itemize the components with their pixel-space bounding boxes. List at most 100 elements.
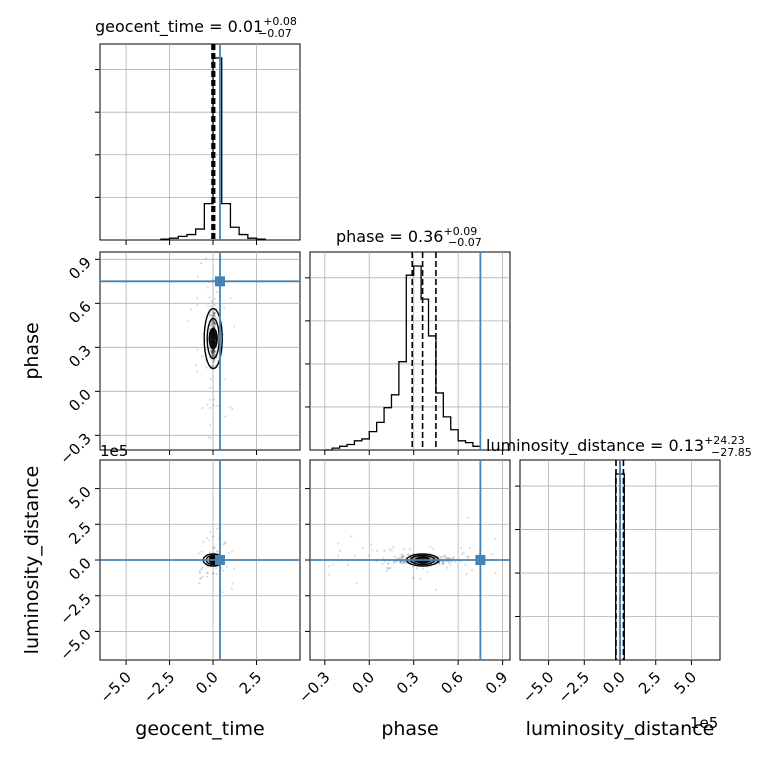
- sample-point: [206, 286, 209, 289]
- sample-point: [212, 359, 215, 362]
- sample-point: [392, 546, 395, 549]
- sample-point: [211, 350, 214, 353]
- sample-point: [211, 323, 214, 326]
- sample-point: [210, 349, 213, 353]
- sample-point: [196, 297, 199, 300]
- sample-point: [212, 572, 215, 575]
- sample-point: [213, 322, 217, 325]
- sample-point: [402, 560, 405, 564]
- sample-point: [205, 304, 208, 307]
- sample-point: [210, 349, 213, 352]
- sample-point: [208, 296, 211, 299]
- sample-point: [213, 320, 216, 323]
- sample-point: [213, 398, 216, 401]
- title-luminosity-distance-sub: −27.85: [711, 446, 752, 459]
- sample-point: [212, 360, 215, 363]
- sample-point: [327, 565, 331, 568]
- sample-point: [212, 323, 216, 326]
- sample-point: [454, 560, 457, 563]
- sample-point: [213, 313, 216, 316]
- sample-point: [449, 563, 452, 566]
- sample-point: [216, 549, 219, 553]
- sample-point: [214, 353, 217, 356]
- sample-point: [229, 297, 232, 300]
- sample-point: [198, 570, 201, 573]
- sample-point: [208, 551, 211, 554]
- sample-point: [409, 548, 412, 551]
- sample-point: [467, 517, 470, 520]
- sample-point: [202, 540, 205, 544]
- sample-point: [211, 352, 214, 355]
- sample-point: [468, 547, 471, 550]
- sample-point: [415, 567, 418, 570]
- sample-point: [434, 588, 438, 591]
- sample-point: [212, 354, 215, 357]
- sample-point: [398, 556, 402, 559]
- sample-point: [212, 321, 215, 324]
- sample-point: [466, 555, 469, 558]
- sample-point: [211, 351, 214, 355]
- sample-point: [346, 563, 350, 566]
- sample-point: [201, 575, 204, 578]
- sample-point: [213, 325, 216, 328]
- sample-point: [213, 359, 216, 362]
- sample-point: [210, 350, 213, 353]
- sample-point: [199, 577, 202, 580]
- sample-point: [212, 326, 216, 329]
- sample-point: [212, 348, 215, 351]
- sample-point: [401, 555, 404, 559]
- sample-point: [383, 549, 386, 552]
- sample-point: [353, 554, 356, 557]
- sample-point: [388, 548, 391, 551]
- sample-point: [214, 311, 217, 314]
- sample-point: [212, 353, 215, 357]
- sample-point: [392, 561, 395, 564]
- sample-point: [209, 398, 212, 401]
- sample-point: [494, 537, 497, 540]
- sample-point: [494, 571, 497, 575]
- sample-point: [215, 291, 219, 294]
- sample-point: [222, 569, 225, 572]
- sample-point: [213, 303, 216, 307]
- sample-point: [386, 566, 389, 569]
- truth-marker: [215, 555, 225, 565]
- sample-point: [382, 556, 385, 559]
- sample-point: [350, 535, 353, 538]
- ylabel-phase: phase: [21, 322, 43, 379]
- sample-point: [212, 319, 215, 322]
- sample-point: [447, 557, 450, 560]
- panel-frame-1-0: [99, 251, 301, 451]
- scatter-geocent-time-vs-phase: [100, 252, 300, 450]
- sample-point: [446, 557, 449, 560]
- title-geocent-time-sub: −0.07: [258, 27, 292, 40]
- sample-point: [208, 539, 211, 542]
- sample-point: [230, 587, 233, 590]
- sample-point: [375, 560, 378, 563]
- sample-point: [390, 549, 393, 552]
- density-contour: [208, 327, 218, 350]
- sample-point: [201, 566, 204, 569]
- sample-point: [206, 571, 210, 574]
- sample-point: [400, 556, 403, 559]
- sample-point: [465, 573, 468, 576]
- sample-point: [403, 561, 407, 564]
- sample-point: [215, 350, 218, 353]
- sample-point: [198, 572, 201, 575]
- sample-point: [401, 562, 405, 565]
- sample-point: [209, 324, 212, 327]
- sample-point: [231, 407, 234, 411]
- sample-point: [212, 546, 215, 550]
- sample-point: [213, 349, 216, 352]
- gridlines: [100, 44, 720, 660]
- sample-point: [200, 550, 203, 553]
- sample-point: [211, 535, 214, 538]
- sample-point: [426, 570, 429, 574]
- sample-point: [233, 567, 236, 570]
- sample-point: [451, 556, 454, 560]
- sample-point: [213, 314, 216, 317]
- sample-point: [443, 555, 446, 558]
- sample-point: [224, 415, 227, 418]
- sample-point: [212, 311, 216, 315]
- plot-content: [100, 44, 625, 660]
- sample-point: [210, 350, 213, 353]
